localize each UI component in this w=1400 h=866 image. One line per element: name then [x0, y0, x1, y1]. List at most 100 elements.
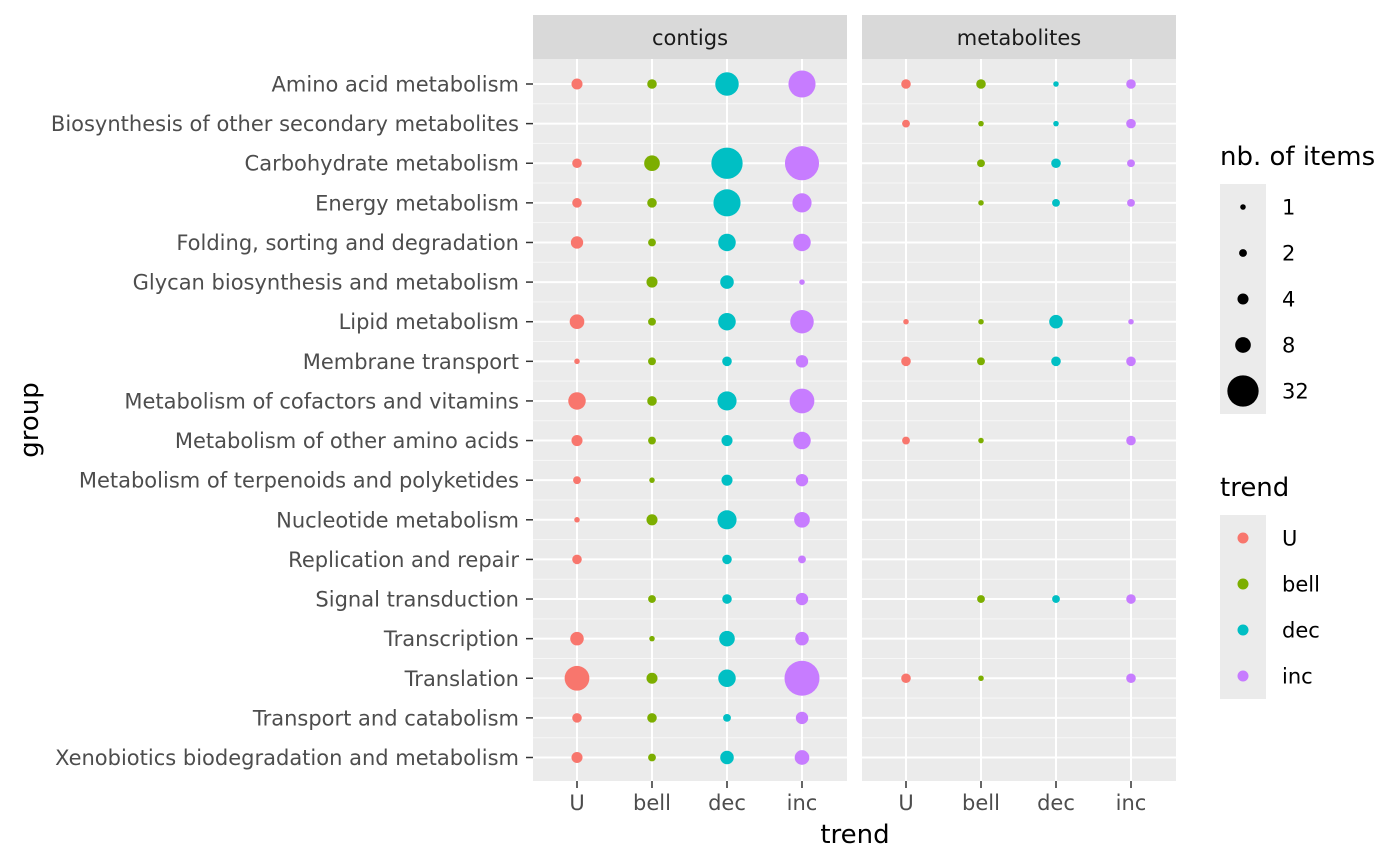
y-tick-label: Amino acid metabolism — [272, 73, 519, 97]
facet-panel-metabolites: metabolites — [862, 15, 1176, 781]
size-legend-symbol-8 — [1235, 337, 1251, 353]
point-contigs-membrane-transport-inc — [795, 355, 809, 368]
point-contigs-lipid-metabolism-dec — [718, 312, 736, 331]
point-metabolites-lipid-metabolism-u — [903, 318, 909, 325]
point-contigs-xenobiotics-biodegradation-and-metabolism-bell — [648, 753, 656, 762]
point-contigs-folding-sorting-and-degradation-dec — [718, 233, 736, 252]
point-contigs-glycan-biosynthesis-and-metabolism-inc — [799, 279, 805, 285]
facet-strip-label: metabolites — [957, 26, 1081, 50]
point-contigs-metabolism-of-terpenoids-and-polyketides-u — [573, 476, 581, 485]
size-legend-title: nb. of items — [1220, 142, 1375, 172]
point-metabolites-biosynthesis-of-other-secondary-metabolites-inc — [1126, 118, 1136, 129]
point-metabolites-biosynthesis-of-other-secondary-metabolites-dec — [1053, 120, 1059, 127]
y-tick-label: Lipid metabolism — [339, 310, 519, 334]
point-contigs-translation-inc — [784, 660, 820, 696]
point-contigs-energy-metabolism-inc — [792, 193, 812, 213]
y-tick-label: Xenobiotics biodegradation and metabolis… — [55, 746, 519, 770]
point-contigs-membrane-transport-bell — [648, 357, 656, 366]
point-contigs-transcription-u — [570, 631, 584, 646]
point-contigs-energy-metabolism-dec — [713, 189, 741, 217]
point-contigs-transport-and-catabolism-dec — [723, 713, 731, 722]
point-contigs-membrane-transport-u — [574, 358, 580, 365]
point-metabolites-energy-metabolism-dec — [1052, 198, 1060, 207]
point-contigs-translation-dec — [718, 669, 736, 688]
point-contigs-metabolism-of-other-amino-acids-u — [571, 435, 583, 447]
point-metabolites-translation-u — [901, 673, 911, 684]
point-metabolites-amino-acid-metabolism-inc — [1126, 79, 1136, 89]
point-metabolites-carbohydrate-metabolism-dec — [1051, 158, 1061, 169]
point-metabolites-lipid-metabolism-dec — [1049, 314, 1063, 329]
point-contigs-metabolism-of-other-amino-acids-bell — [648, 436, 656, 445]
point-metabolites-metabolism-of-other-amino-acids-inc — [1126, 435, 1136, 446]
point-contigs-amino-acid-metabolism-inc — [788, 70, 816, 98]
point-contigs-lipid-metabolism-bell — [648, 317, 656, 326]
point-metabolites-biosynthesis-of-other-secondary-metabolites-bell — [978, 120, 984, 127]
point-contigs-nucleotide-metabolism-u — [574, 517, 580, 523]
y-tick-label: Glycan biosynthesis and metabolism — [133, 271, 519, 295]
point-metabolites-metabolism-of-other-amino-acids-bell — [978, 437, 984, 444]
color-legend-label: bell — [1282, 573, 1320, 597]
point-contigs-nucleotide-metabolism-dec — [717, 510, 737, 530]
point-metabolites-signal-transduction-inc — [1126, 594, 1136, 604]
point-metabolites-membrane-transport-bell — [977, 357, 985, 366]
point-contigs-xenobiotics-biodegradation-and-metabolism-dec — [720, 750, 734, 765]
point-contigs-xenobiotics-biodegradation-and-metabolism-u — [571, 751, 583, 764]
point-contigs-folding-sorting-and-degradation-inc — [793, 233, 811, 252]
point-contigs-amino-acid-metabolism-bell — [647, 79, 657, 89]
point-metabolites-amino-acid-metabolism-dec — [1053, 81, 1059, 87]
color-legend-symbol-dec — [1237, 624, 1249, 636]
y-tick-label: Nucleotide metabolism — [276, 508, 519, 532]
point-contigs-energy-metabolism-u — [572, 198, 582, 208]
facet-panels: contigs metabolites — [533, 15, 1176, 781]
point-contigs-metabolism-of-terpenoids-and-polyketides-inc — [795, 473, 809, 487]
y-tick-label: Translation — [404, 667, 519, 691]
size-legend-label: 4 — [1282, 288, 1295, 312]
point-contigs-glycan-biosynthesis-and-metabolism-bell — [646, 276, 658, 288]
point-contigs-membrane-transport-dec — [722, 356, 732, 367]
point-metabolites-amino-acid-metabolism-bell — [976, 79, 986, 89]
color-legend-label: inc — [1282, 665, 1313, 689]
point-metabolites-lipid-metabolism-bell — [978, 318, 984, 325]
point-contigs-signal-transduction-dec — [722, 594, 732, 604]
point-contigs-amino-acid-metabolism-dec — [715, 72, 739, 96]
point-contigs-folding-sorting-and-degradation-bell — [648, 238, 656, 247]
point-metabolites-carbohydrate-metabolism-inc — [1127, 159, 1135, 168]
point-contigs-transcription-bell — [649, 635, 655, 642]
y-tick-label: Transcription — [383, 627, 519, 651]
point-contigs-metabolism-of-cofactors-and-vitamins-dec — [717, 391, 737, 411]
point-contigs-xenobiotics-biodegradation-and-metabolism-inc — [794, 750, 810, 765]
point-contigs-metabolism-of-other-amino-acids-inc — [793, 431, 811, 450]
x-tick-label: dec — [1037, 791, 1075, 815]
point-contigs-metabolism-of-terpenoids-and-polyketides-bell — [649, 477, 655, 483]
color-legend-label: U — [1282, 527, 1297, 551]
point-contigs-transport-and-catabolism-u — [572, 713, 582, 723]
point-contigs-nucleotide-metabolism-bell — [646, 514, 658, 526]
color-legend-symbol-inc — [1237, 670, 1249, 682]
size-legend-label: 1 — [1282, 196, 1295, 220]
y-axis-title: group — [15, 382, 45, 458]
y-tick-label: Folding, sorting and degradation — [176, 231, 519, 255]
point-metabolites-translation-bell — [978, 675, 984, 682]
facet-strip-label: contigs — [652, 26, 728, 50]
x-tick-label: inc — [1116, 791, 1147, 815]
point-contigs-signal-transduction-bell — [648, 595, 656, 603]
color-legend-symbol-u — [1237, 532, 1249, 544]
point-contigs-folding-sorting-and-degradation-u — [570, 236, 584, 249]
point-metabolites-membrane-transport-u — [901, 356, 911, 367]
point-metabolites-metabolism-of-other-amino-acids-u — [902, 436, 910, 445]
y-tick-label: Carbohydrate metabolism — [245, 152, 519, 176]
x-tick-label: U — [898, 791, 913, 815]
point-contigs-metabolism-of-other-amino-acids-dec — [721, 435, 733, 447]
point-contigs-replication-and-repair-inc — [798, 555, 806, 564]
y-axis-tick-labels: Amino acid metabolism Biosynthesis of oth… — [51, 73, 533, 770]
point-contigs-energy-metabolism-bell — [647, 198, 657, 208]
point-contigs-lipid-metabolism-u — [569, 314, 585, 330]
panel-background — [862, 59, 1176, 781]
point-metabolites-signal-transduction-bell — [977, 595, 985, 603]
point-contigs-translation-bell — [646, 672, 658, 684]
point-contigs-metabolism-of-terpenoids-and-polyketides-dec — [721, 474, 733, 486]
point-metabolites-translation-inc — [1126, 673, 1136, 684]
size-legend-label: 2 — [1282, 242, 1295, 266]
point-metabolites-membrane-transport-dec — [1051, 356, 1061, 367]
